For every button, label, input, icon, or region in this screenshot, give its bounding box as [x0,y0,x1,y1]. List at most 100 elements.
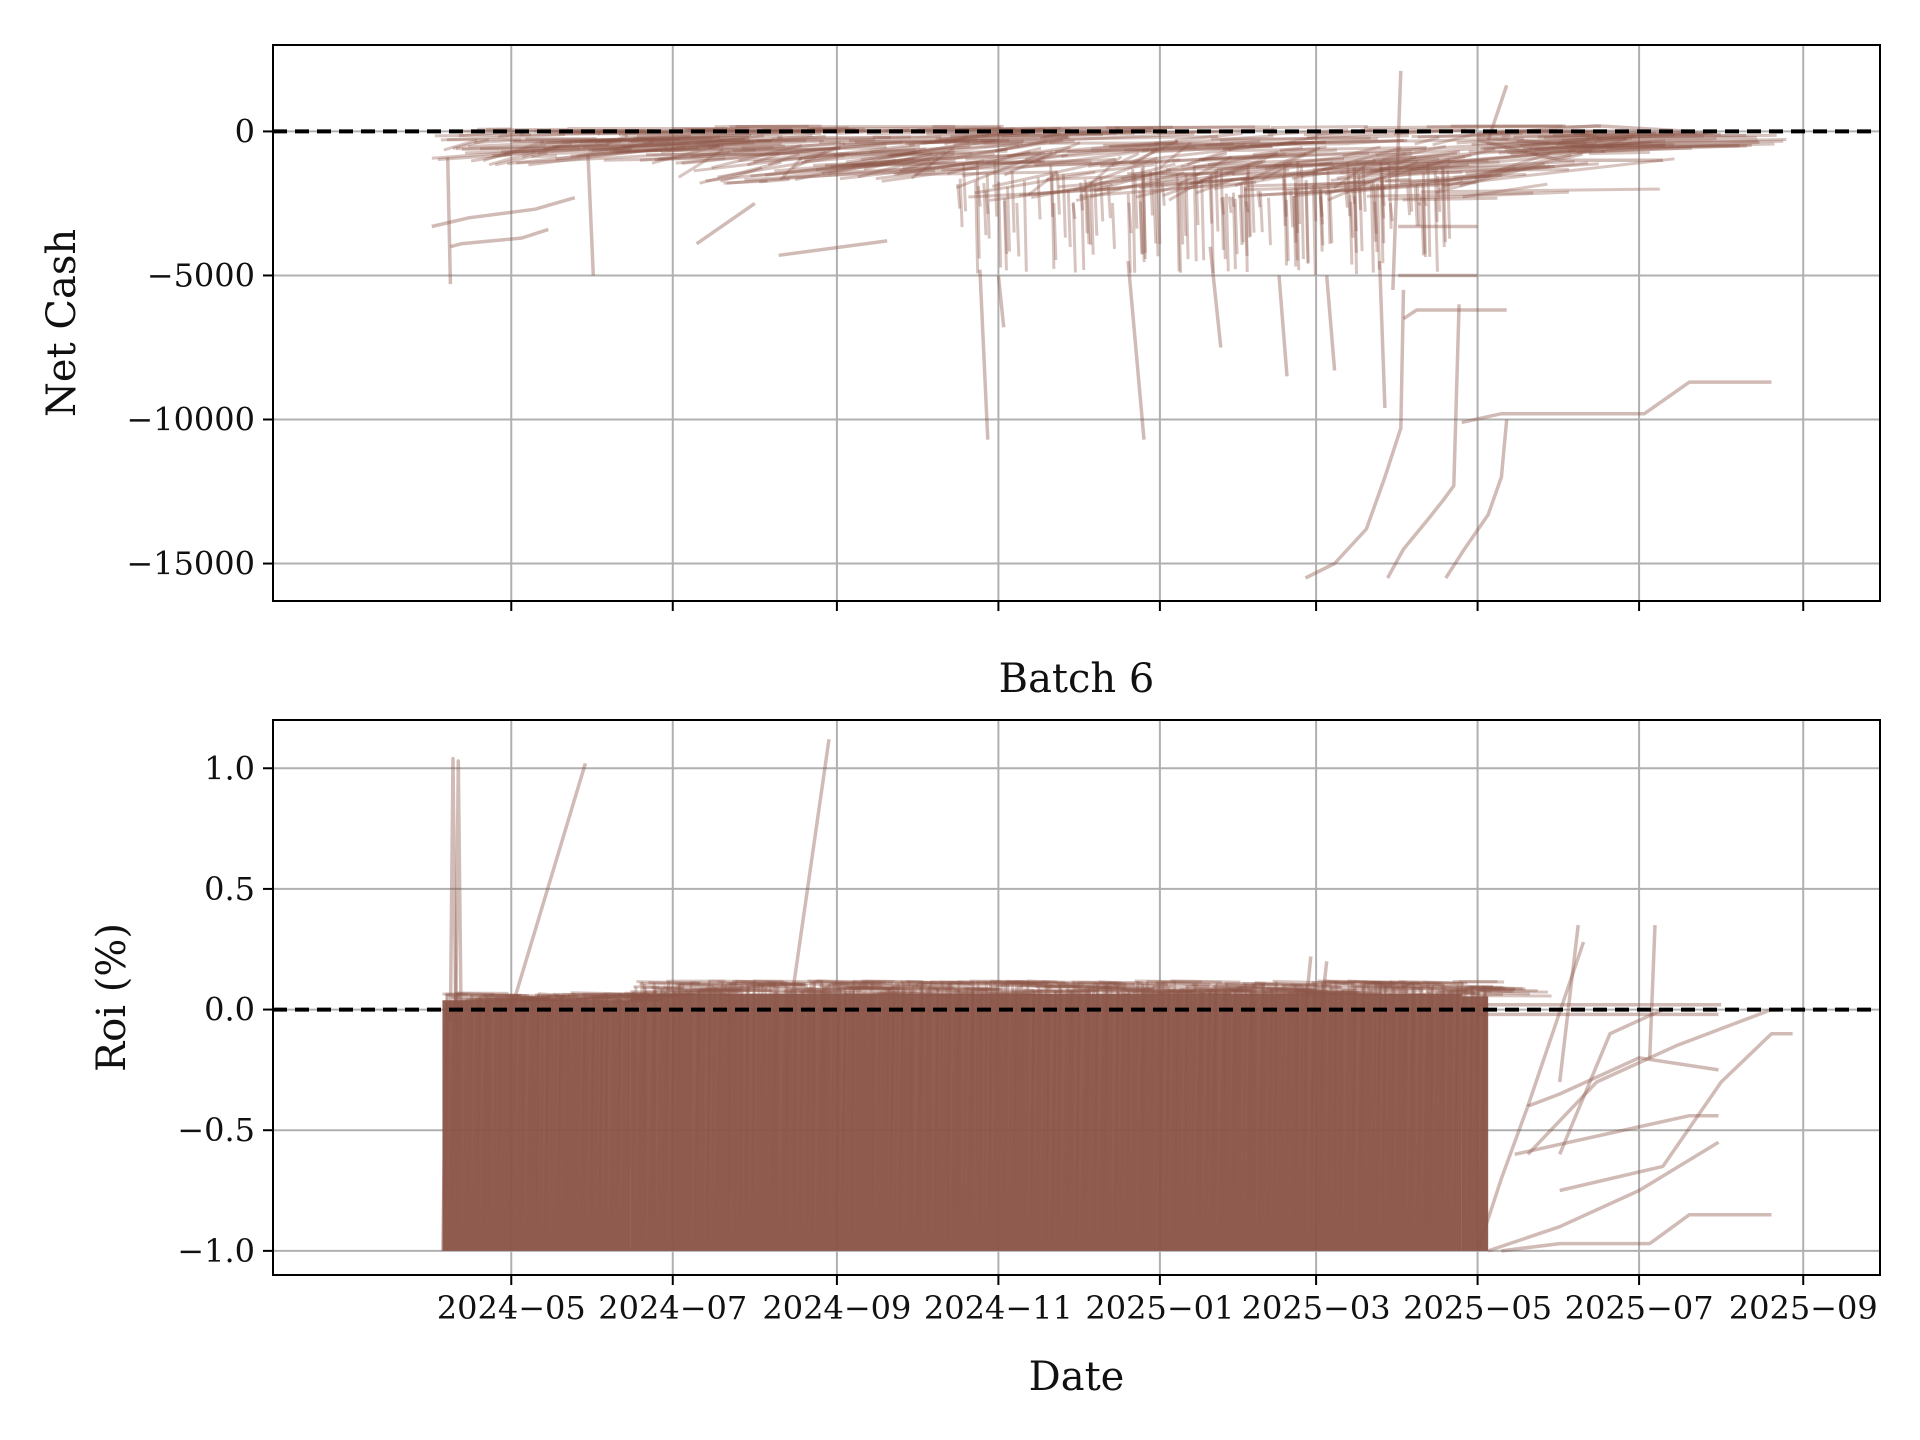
net-cash-series-1-43 [801,150,918,164]
net-cash-series-0-35 [537,145,774,156]
net-cash-series-2-53 [1111,152,1140,168]
roi-series-top-1-180 [1170,979,1241,984]
roi-series-top-1-45 [765,980,804,986]
roi-series-top-1-126 [1008,980,1085,986]
net-cash-series-2-95 [1237,185,1387,198]
net-cash-series-line-4 [695,201,756,246]
roi-series-top-1-169 [1137,982,1169,987]
net-cash-series-2-74 [1174,131,1243,142]
net-cash-series-3-2 [1483,136,1633,151]
net-cash-series-2-135 [1357,155,1417,180]
net-cash-series-2-9 [980,134,1219,143]
net-cash-series-2-1 [955,152,1043,190]
roi-series-top-1-32 [726,981,776,988]
net-cash-series-0-78 [667,147,700,152]
net-cash-series-drop-90 [1099,176,1105,222]
roi-series-top-1-222 [1296,988,1360,994]
net-cash-series-drop-118 [1375,183,1381,270]
roi-series-top-1-94 [912,984,937,990]
net-cash-series-drop-29 [1224,193,1230,272]
roi-series-top-1-6 [648,981,701,986]
net-cash-series-drop-126 [1256,190,1262,208]
net-cash-series-3-15 [1522,142,1674,151]
net-cash-series-2-154 [1414,136,1440,146]
net-cash-series-2-56 [1120,152,1286,181]
net-cash-series-drop-19 [1071,203,1077,220]
roi-series-top-1-242 [1356,985,1406,990]
roi-series-top-1-46 [768,981,806,987]
roi-series-top-1-249 [1377,981,1423,986]
net-cash-series-1-62 [857,150,956,179]
net-cash-series-2-160 [1432,131,1478,147]
net-cash-series-drop-68 [1055,173,1061,215]
net-cash-series-drop-123 [1002,200,1008,271]
roi-series-top-1-137 [1041,980,1119,985]
net-cash-series-drop-127 [1133,173,1139,229]
net-cash-series-1-32 [767,152,800,167]
roi-series-top-1-210 [1260,987,1322,993]
net-cash-series-drop-96 [1250,177,1256,233]
roi-series-top-1-109 [957,980,1032,986]
net-cash-series-0-41 [555,140,751,161]
net-cash-series-1-18 [726,165,932,185]
net-cash-series-drop-81 [1208,176,1214,224]
roi-series-top-1-29 [717,980,742,986]
net-cash-series-2-77 [1183,168,1290,191]
roi-series-top-1-237 [1341,988,1409,993]
net-cash-series-0-16 [480,141,690,151]
net-cash-series-2-81 [1195,178,1234,195]
roi-series-top-1-75 [855,985,896,991]
net-cash-series-1-56 [839,151,1057,181]
roi-series-top-1-92 [906,979,938,985]
roi-series-top-1-256 [1398,979,1468,985]
net-cash-series-3-3 [1486,133,1675,146]
roi-plot-frame [272,719,1881,1276]
net-cash-series-drop-129 [1230,196,1236,208]
roi-series-top-1-87 [891,984,955,990]
y-tick-label-2: 0.0 [204,991,255,1029]
roi-series-top-1-145 [1065,989,1123,994]
net-cash-series-2-60 [1132,147,1159,167]
net-cash-series-3-43 [1606,142,1775,150]
roi-series-top-0-27 [522,997,600,1002]
net-cash-series-1-49 [819,138,1000,144]
net-cash-series-2-0 [953,139,1024,146]
net-cash-series-drop-2 [1349,201,1355,238]
roi-series-top-0-32 [537,992,561,997]
net-cash-series-drop-39 [1258,191,1264,233]
net-cash-series-drop-26 [1219,169,1225,250]
roi-series-top-1-179 [1167,989,1206,994]
roi-series-top-1-124 [1002,980,1044,986]
net-cash-series-drop-24 [1406,186,1412,216]
roi-series-top-1-55 [795,987,845,992]
net-cash-series-drop-111 [1231,192,1237,270]
net-cash-series-2-90 [1222,140,1315,151]
net-cash-series-1-60 [851,160,1092,168]
net-cash-series-3-28 [1561,136,1603,143]
net-cash-series-drop-107 [1050,173,1056,269]
roi-series-top-1-7 [651,985,684,990]
net-cash-series-0-37 [543,140,622,151]
net-cash-series-2-13 [992,157,1117,188]
net-cash-series-2-162 [1438,151,1552,191]
net-cash-series-2-104 [1264,146,1321,171]
net-cash-series-drop-34 [1372,181,1378,242]
net-cash-series-2-79 [1189,164,1425,185]
roi-series-top-1-262 [1416,987,1472,992]
net-cash-series-drop-136 [1152,187,1158,244]
roi-series-top-1-58 [804,987,862,993]
net-cash-series-3-26 [1555,141,1597,147]
net-cash-series-drop-0 [1387,162,1393,229]
roi-series-top-0-51 [594,994,617,999]
net-cash-series-1-31 [765,157,915,177]
roi-series-top-1-218 [1284,989,1351,995]
net-cash-series-1-52 [827,158,897,176]
net-cash-series-1-6 [690,149,826,159]
net-cash-y-ticks: 0 −5000 −10000 −15000 [126,112,273,583]
net-cash-series-2-149 [1399,161,1589,185]
net-cash-series-drop-32 [1239,183,1245,243]
net-cash-series-2-76 [1181,161,1389,169]
net-cash-series-2-47 [1094,161,1333,193]
net-cash-series-3-18 [1531,143,1752,156]
net-cash-series-drop-87 [1243,178,1249,273]
